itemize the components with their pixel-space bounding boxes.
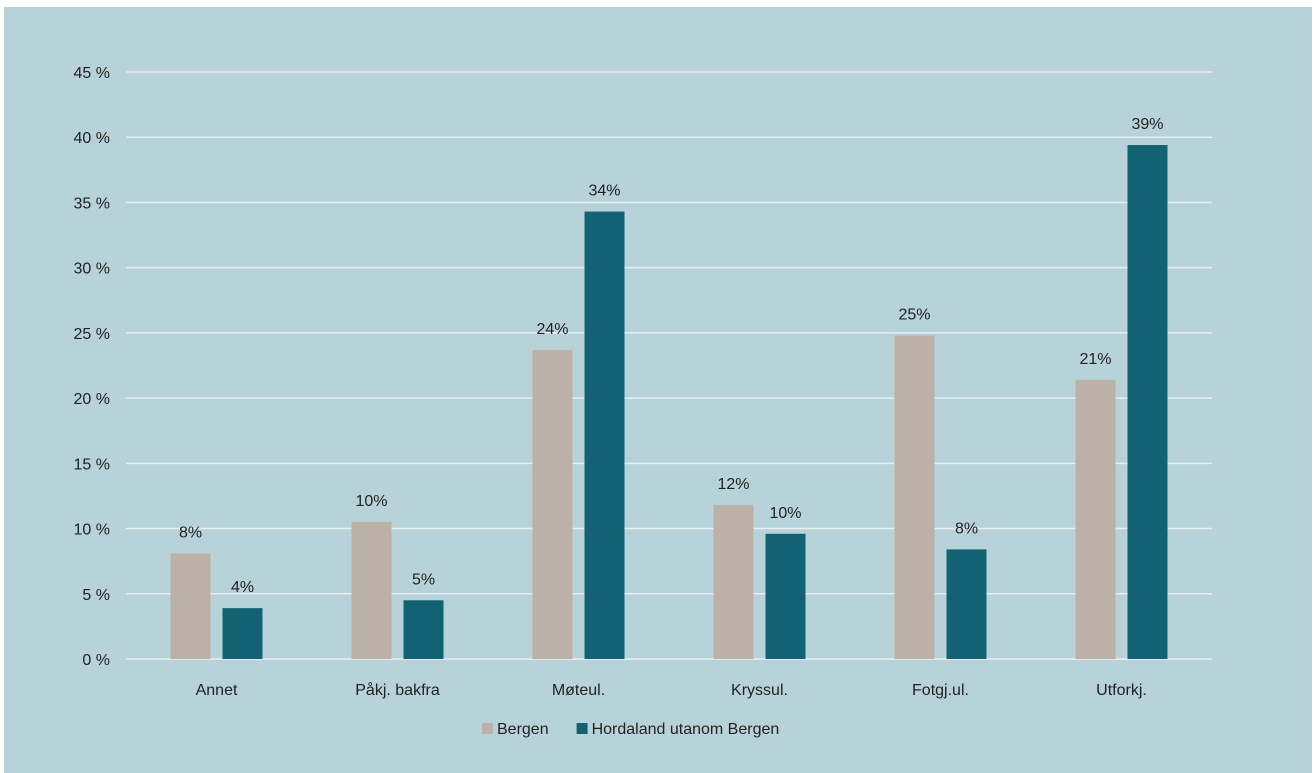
y-tick-label: 10 % [74, 522, 110, 539]
data-labels: 8% 4% 10% 5% 24% 34% 12% 10% 25% 8% 21% 39% [179, 116, 1164, 596]
data-label: 10% [355, 493, 387, 510]
y-tick-label: 40 % [74, 130, 110, 147]
data-label: 8% [179, 524, 202, 541]
bar-chart: 0 % 5 % 10 % 15 % 20 % 25 % 30 % 35 % 40 % 45 % 8… [74, 65, 1212, 738]
category-label: Utforkj. [1096, 682, 1147, 699]
y-axis-ticks: 0 % 5 % 10 % 15 % 20 % 25 % 30 % 35 % 40 % 45 % [74, 65, 110, 669]
data-label: 10% [769, 505, 801, 522]
bar-bergen [351, 522, 392, 659]
legend: Bergen Hordaland utanom Bergen [482, 721, 779, 738]
category-label: Kryssul. [731, 682, 788, 699]
data-label: 12% [717, 476, 749, 493]
legend-swatch [482, 723, 493, 734]
bar-bergen [170, 553, 211, 659]
y-tick-label: 25 % [74, 326, 110, 343]
data-label: 24% [536, 321, 568, 338]
chart-panel: 0 % 5 % 10 % 15 % 20 % 25 % 30 % 35 % 40 % 45 % 8… [4, 7, 1312, 773]
bar-bergen [1075, 379, 1116, 659]
category-label: Annet [196, 682, 238, 699]
y-tick-label: 35 % [74, 195, 110, 212]
bars [170, 145, 1168, 659]
legend-swatch [576, 723, 588, 734]
bar-hordaland [222, 608, 263, 659]
bar-hordaland [584, 211, 625, 659]
bar-hordaland [1127, 145, 1168, 659]
bar-bergen [894, 335, 935, 659]
legend-item-hordaland: Hordaland utanom Bergen [576, 721, 780, 738]
y-tick-label: 20 % [74, 391, 110, 408]
data-label: 25% [898, 306, 930, 323]
y-tick-label: 15 % [74, 456, 110, 473]
category-label: Fotgj.ul. [912, 682, 969, 699]
data-label: 39% [1131, 116, 1163, 133]
legend-label: Bergen [497, 721, 549, 738]
data-label: 8% [955, 520, 978, 537]
data-label: 4% [231, 579, 254, 596]
y-tick-label: 45 % [74, 65, 110, 82]
x-axis-categories: Annet Påkj. bakfra Møteul. Kryssul. Fotgj.ul… [196, 681, 1147, 699]
legend-label: Hordaland utanom Bergen [592, 721, 780, 738]
bar-bergen [713, 505, 754, 659]
legend-item-bergen: Bergen [482, 721, 549, 738]
gridlines [126, 71, 1212, 660]
bar-hordaland [946, 549, 987, 659]
bar-bergen [532, 349, 573, 659]
category-label: Møteul. [552, 682, 605, 699]
data-label: 34% [588, 183, 620, 200]
y-tick-label: 5 % [82, 587, 110, 604]
data-label: 21% [1079, 351, 1111, 368]
y-tick-label: 0 % [82, 652, 110, 669]
bar-hordaland [403, 600, 444, 659]
category-label: Påkj. bakfra [355, 681, 440, 699]
data-label: 5% [412, 571, 435, 588]
y-tick-label: 30 % [74, 261, 110, 278]
bar-hordaland [765, 533, 806, 659]
